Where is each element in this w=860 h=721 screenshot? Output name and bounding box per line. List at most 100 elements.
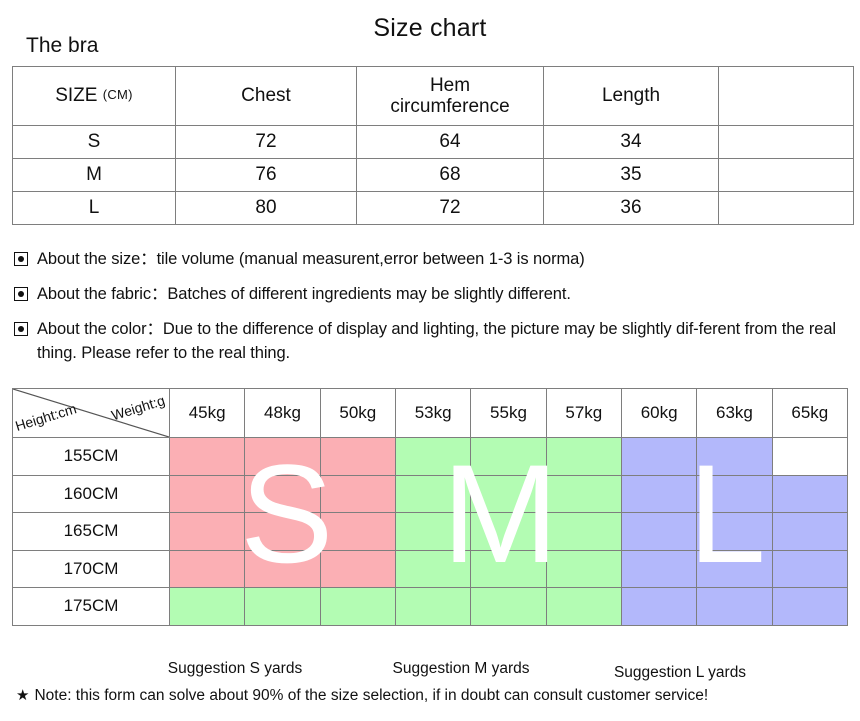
height-header-155: 155CM — [12, 437, 170, 476]
grid-cell — [244, 587, 321, 626]
list-item: About the size：tile volume (manual measu… — [14, 248, 844, 272]
legend-swatch-m — [440, 630, 482, 656]
hw-row-165: 165CM — [12, 512, 849, 551]
square-dot-bullet-icon — [14, 252, 28, 266]
height-header-170: 170CM — [12, 549, 170, 588]
grid-cell — [244, 437, 321, 476]
legend-swatch-l — [659, 634, 701, 660]
header-cell-hem-circumference: Hem circumference — [356, 66, 544, 126]
size-legend: Suggestion S yards Suggestion M yards Su… — [0, 630, 860, 682]
legend-label-l: Suggestion L yards — [613, 664, 747, 681]
height-header-160: 160CM — [12, 474, 170, 513]
grid-cell — [771, 512, 849, 551]
footer-note-text: Note: this form can solve about 90% of t… — [34, 687, 709, 704]
grid-cell — [319, 474, 396, 513]
grid-cell — [394, 437, 472, 476]
grid-cell — [620, 587, 698, 626]
grid-cell — [394, 587, 472, 626]
grid-cell — [771, 587, 849, 626]
grid-cell — [394, 549, 472, 588]
weight-header-57: 57kg — [545, 388, 622, 438]
list-item: About the fabric：Batches of different in… — [14, 283, 844, 307]
notes-list: About the size：tile volume (manual measu… — [14, 248, 844, 377]
hw-grid-body: Weight:g Height:cm 45kg 48kg 50kg 53kg 5… — [12, 388, 849, 626]
grid-cell — [696, 437, 773, 476]
hw-grid-table: Weight:g Height:cm 45kg 48kg 50kg 53kg 5… — [12, 388, 849, 626]
header-hem-line2: circumference — [390, 96, 510, 117]
weight-header-48: 48kg — [244, 388, 321, 438]
cell-hem: 72 — [356, 191, 544, 225]
cell-blank — [718, 125, 854, 159]
grid-cell — [168, 437, 246, 476]
star-icon: ★ — [16, 687, 30, 704]
grid-cell — [470, 437, 547, 476]
grid-cell — [394, 474, 472, 513]
grid-cell — [771, 549, 849, 588]
grid-cell — [244, 549, 321, 588]
height-header-165: 165CM — [12, 512, 170, 551]
grid-cell — [545, 474, 622, 513]
table-row: M 76 68 35 — [12, 158, 854, 192]
weight-header-53: 53kg — [394, 388, 472, 438]
cell-size: L — [12, 191, 176, 225]
grid-cell — [470, 512, 547, 551]
legend-item-m: Suggestion M yards — [375, 630, 547, 678]
grid-height-axis-label: Height:cm — [13, 400, 79, 434]
header-cell-chest: Chest — [175, 66, 357, 126]
grid-cell — [394, 512, 472, 551]
grid-cell — [168, 587, 246, 626]
grid-cell — [319, 437, 396, 476]
weight-header-45: 45kg — [168, 388, 246, 438]
grid-cell — [620, 474, 698, 513]
grid-cell — [771, 437, 849, 476]
note-text-color: About the color：Due to the difference of… — [37, 319, 836, 362]
grid-cell — [696, 512, 773, 551]
grid-weight-axis-label: Weight:g — [109, 392, 167, 424]
table-header-row: SIZE (CM) Chest Hem circumference Length — [12, 66, 854, 126]
legend-item-l: Suggestion L yards — [600, 634, 760, 682]
hw-row-170: 170CM — [12, 549, 849, 588]
grid-cell — [319, 587, 396, 626]
legend-swatch-s — [214, 630, 256, 656]
cell-length: 36 — [543, 191, 719, 225]
header-cell-size: SIZE (CM) — [12, 66, 176, 126]
size-measurements-table: SIZE (CM) Chest Hem circumference Length… — [12, 66, 854, 225]
size-table: SIZE (CM) Chest Hem circumference Length… — [12, 66, 854, 225]
legend-label-m: Suggestion M yards — [392, 660, 530, 677]
cell-length: 34 — [543, 125, 719, 159]
hw-row-175: 175CM — [12, 587, 849, 626]
grid-cell — [545, 549, 622, 588]
weight-header-65: 65kg — [771, 388, 849, 438]
cell-hem: 68 — [356, 158, 544, 192]
size-table-body: S 72 64 34 M 76 68 35 L 80 72 36 — [12, 125, 854, 225]
grid-cell — [620, 437, 698, 476]
cell-length: 35 — [543, 158, 719, 192]
table-row: L 80 72 36 — [12, 191, 854, 225]
grid-cell — [620, 512, 698, 551]
grid-corner-cell: Weight:g Height:cm — [12, 388, 170, 438]
table-row: S 72 64 34 — [12, 125, 854, 159]
grid-cell — [470, 549, 547, 588]
cell-chest: 76 — [175, 158, 357, 192]
cell-blank — [718, 158, 854, 192]
header-size-unit: (CM) — [102, 87, 133, 103]
grid-cell — [696, 587, 773, 626]
header-cell-length: Length — [543, 66, 719, 126]
grid-cell — [620, 549, 698, 588]
grid-cell — [319, 512, 396, 551]
grid-cell — [244, 512, 321, 551]
grid-cell — [696, 549, 773, 588]
size-table-header: SIZE (CM) Chest Hem circumference Length — [12, 66, 854, 126]
height-weight-grid: Weight:g Height:cm 45kg 48kg 50kg 53kg 5… — [12, 388, 849, 626]
grid-cell — [545, 437, 622, 476]
grid-cell — [470, 587, 547, 626]
square-dot-bullet-icon — [14, 321, 28, 336]
grid-cell — [168, 549, 246, 588]
legend-item-s: Suggestion S yards — [160, 630, 310, 678]
weight-header-55: 55kg — [470, 388, 547, 438]
product-subtitle: The bra — [26, 34, 99, 57]
grid-cell — [168, 512, 246, 551]
note-text-fabric: About the fabric：Batches of different in… — [37, 284, 571, 303]
cell-size: M — [12, 158, 176, 192]
cell-chest: 72 — [175, 125, 357, 159]
